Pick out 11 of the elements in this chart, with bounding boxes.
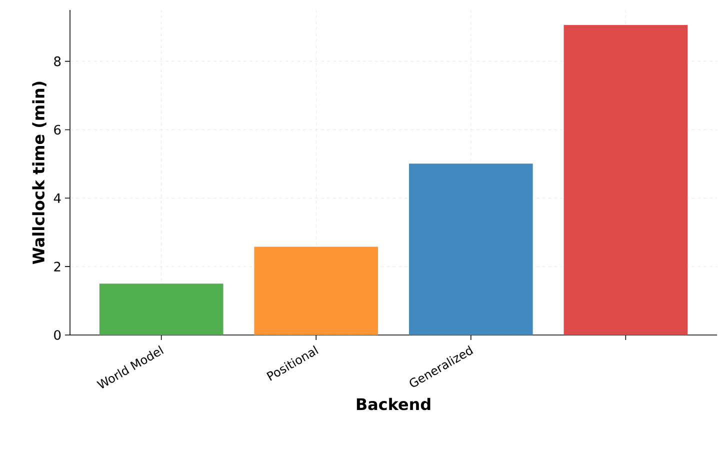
y-axis-title: Wallclock time (min)	[32, 82, 46, 264]
y-tick-label: 2	[54, 262, 60, 272]
bar	[564, 25, 688, 335]
bar	[408, 164, 533, 335]
y-tick-label: 6	[54, 124, 61, 135]
y-tick-label: 8	[54, 56, 61, 66]
bar	[99, 284, 224, 335]
x-axis-title: Backend	[356, 398, 430, 410]
bar	[254, 246, 378, 335]
y-tick-label: 4	[54, 193, 61, 203]
y-tick-label: 0	[54, 330, 61, 340]
